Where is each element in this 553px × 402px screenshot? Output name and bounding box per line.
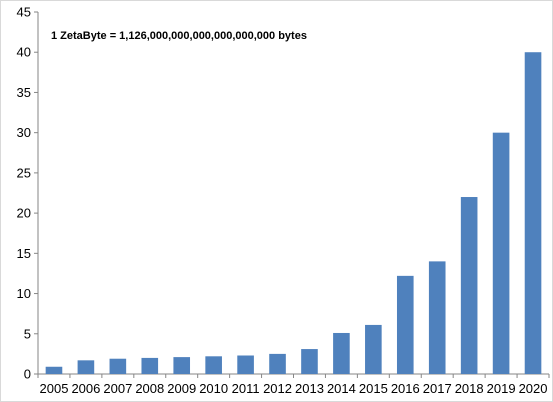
- bar-2015: [365, 324, 382, 374]
- x-tick-label: 2013: [295, 381, 324, 396]
- y-tick-labels: 0 5 10 15 20 25 30 35 40 45: [17, 5, 31, 382]
- x-tick-label: 2015: [359, 381, 388, 396]
- x-tick-label: 2018: [455, 381, 484, 396]
- bar-2012: [269, 353, 286, 374]
- x-tick-label: 2011: [232, 381, 260, 396]
- x-tick-label: 2016: [391, 381, 420, 396]
- x-tick-label: 2014: [327, 381, 356, 396]
- y-tick-label: 35: [17, 85, 31, 100]
- x-tick-labels: 2005 2006 2007 2008 2009 2010 2011 2012 2013 2014…: [40, 381, 548, 396]
- x-tick-label: 2008: [135, 381, 164, 396]
- chart-annotation: 1 ZetaByte = 1,126,000,000,000,000,000,0…: [51, 30, 307, 42]
- x-tick-label: 2005: [40, 381, 69, 396]
- bar-2016: [396, 275, 414, 374]
- bar-2019: [492, 132, 510, 374]
- bars: [45, 52, 542, 374]
- bar-2018: [460, 197, 478, 374]
- bar-2013: [301, 349, 318, 374]
- bar-2014: [333, 332, 350, 374]
- y-tick-label: 30: [17, 125, 31, 140]
- y-tick-label: 20: [17, 206, 31, 221]
- bar-2008: [141, 357, 159, 374]
- y-tick-label: 45: [17, 5, 31, 20]
- y-tick-label: 5: [24, 326, 31, 341]
- x-tick-label: 2020: [519, 381, 548, 396]
- bar-2011: [237, 355, 254, 374]
- y-tick-label: 0: [24, 367, 31, 382]
- x-tick-label: 2007: [103, 381, 132, 396]
- y-tick-label: 10: [17, 286, 31, 301]
- bar-2017: [428, 261, 446, 374]
- x-tick-label: 2012: [263, 381, 292, 396]
- x-tick-label: 2006: [71, 381, 100, 396]
- bar-2010: [205, 356, 222, 374]
- bar-2005: [45, 366, 63, 374]
- bar-2007: [109, 358, 127, 374]
- x-tick-label: 2010: [199, 381, 228, 396]
- y-tick-label: 40: [17, 45, 31, 60]
- x-tick-label: 2009: [167, 381, 196, 396]
- bar-2009: [173, 357, 191, 374]
- y-tick-label: 15: [17, 246, 31, 261]
- bar-2006: [77, 360, 95, 374]
- x-tick-label: 2019: [487, 381, 516, 396]
- bar-2020: [524, 52, 542, 374]
- x-tick-label: 2017: [423, 381, 452, 396]
- y-tick-label: 25: [17, 165, 31, 180]
